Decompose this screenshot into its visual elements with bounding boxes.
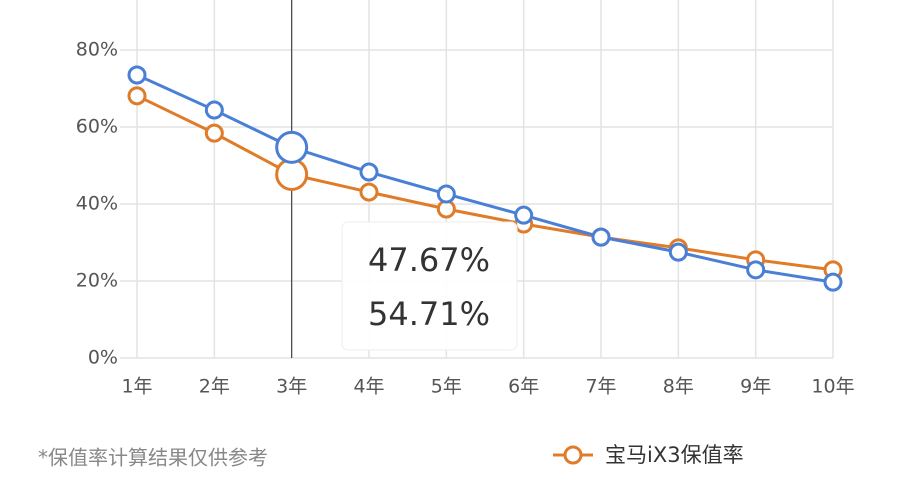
x-tick-label: 1年: [121, 376, 152, 398]
tooltip-value: 47.67%: [368, 241, 490, 279]
point: [359, 182, 379, 202]
series-line: [136, 73, 834, 284]
point: [275, 130, 309, 164]
x-tick-label: 8年: [663, 376, 694, 398]
y-tick-label: 60%: [76, 116, 118, 138]
point: [275, 157, 309, 191]
x-tick-label: 10年: [811, 376, 854, 398]
tooltip: [341, 221, 518, 351]
point: [514, 205, 534, 225]
point: [127, 86, 147, 106]
legend-label: 宝马iX3保值率: [605, 443, 744, 467]
y-tick-label: 0%: [88, 347, 118, 369]
x-tick-label: 3年: [276, 376, 307, 398]
x-tick-label: 6年: [508, 376, 539, 398]
x-tick-label: 5年: [431, 376, 462, 398]
y-tick-label: 40%: [76, 193, 118, 215]
x-tick-label: 4年: [353, 376, 384, 398]
y-tick-label: 80%: [76, 39, 118, 61]
point: [127, 65, 147, 85]
x-tick-label: 2年: [199, 376, 230, 398]
point: [823, 272, 843, 292]
y-tick-label: 20%: [76, 270, 118, 292]
tooltip-value: 54.71%: [368, 295, 490, 333]
point: [204, 123, 224, 143]
point: [204, 100, 224, 120]
point: [436, 184, 456, 204]
point: [746, 260, 766, 280]
footnote: *保值率计算结果仅供参考: [38, 446, 268, 470]
x-tick-label: 9年: [740, 376, 771, 398]
point: [359, 162, 379, 182]
point: [591, 227, 611, 247]
legend-marker: [563, 445, 583, 465]
series-line: [136, 94, 834, 272]
x-tick-label: 7年: [585, 376, 616, 398]
point: [668, 242, 688, 262]
